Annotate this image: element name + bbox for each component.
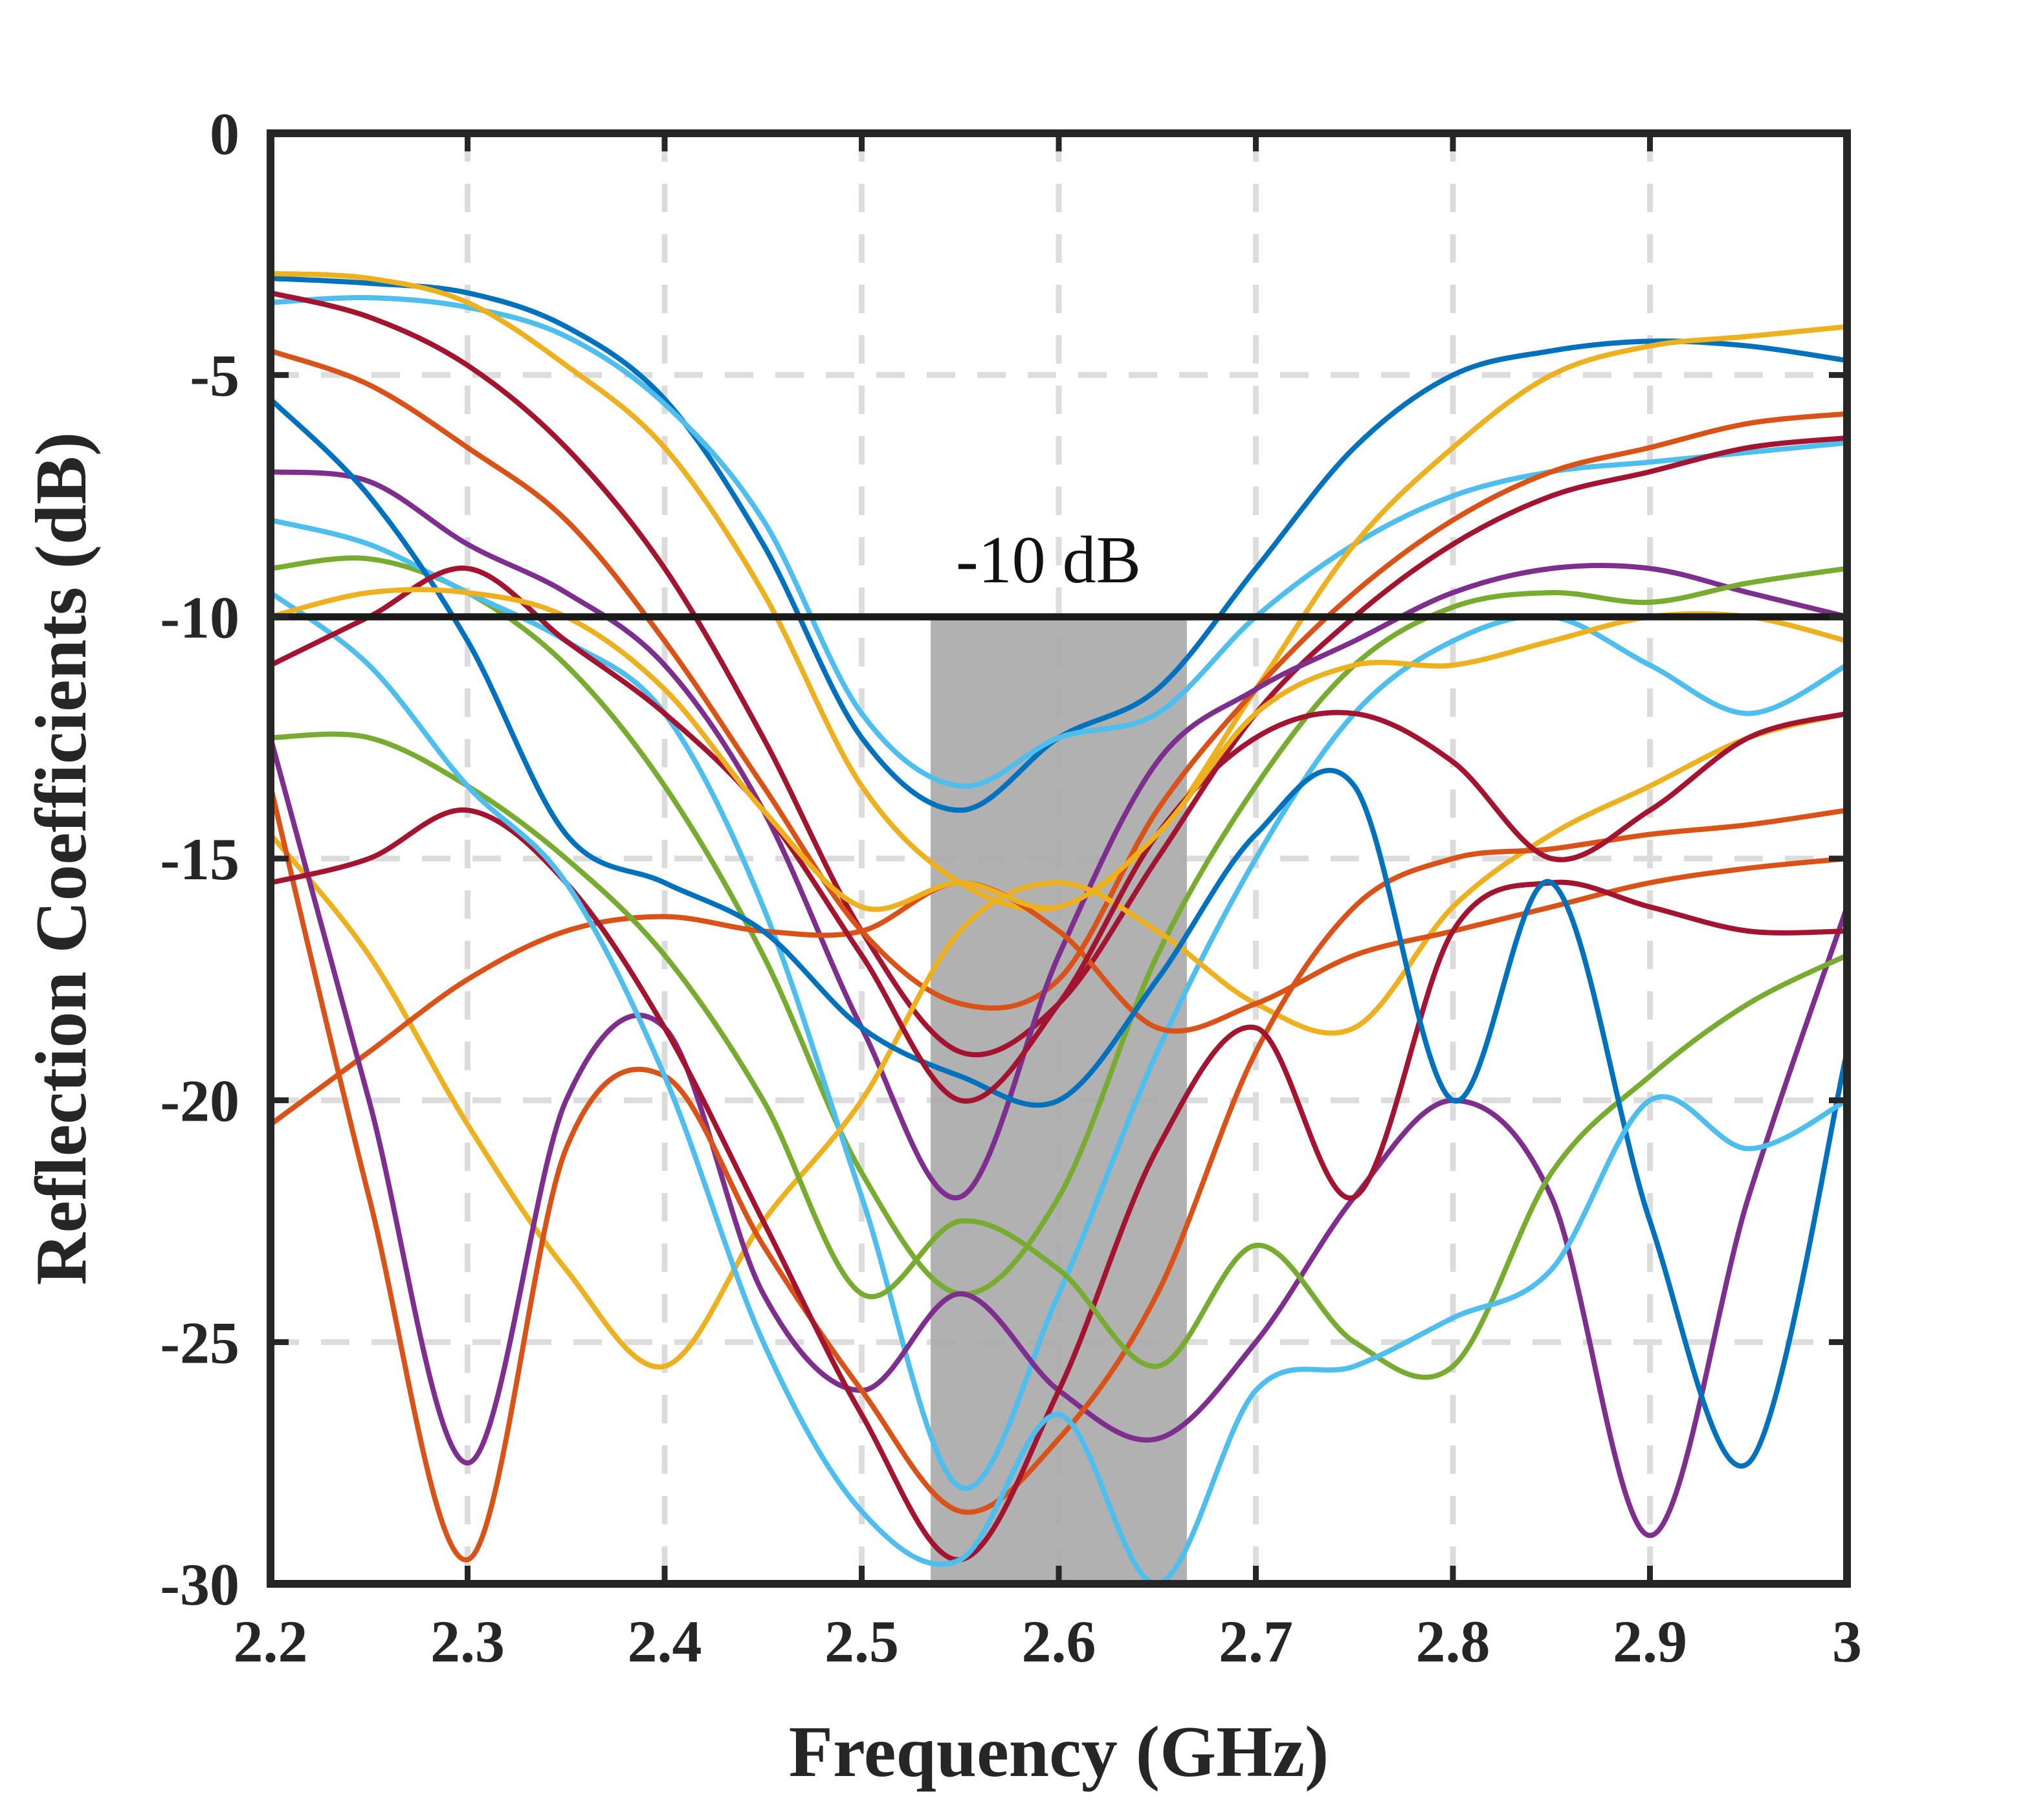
x-tick-label: 2.8 [1416,1608,1490,1674]
x-tick-label: 2.6 [1022,1608,1096,1674]
series-line [271,587,1847,912]
x-axis-title: Frequency (GHz) [789,1712,1329,1792]
y-tick-labels: 0 -5 -10 -15 -20 -25 -30 [160,101,239,1617]
series-line [271,348,1847,1011]
y-tick-label: -25 [160,1310,239,1376]
y-tick-label: -30 [160,1551,239,1617]
y-axis-title: Reflection Coefficients (dB) [21,432,102,1286]
series-line [271,555,1847,1297]
x-tick-label: 2.3 [430,1608,505,1674]
y-tick-label: -15 [160,826,239,892]
y-tick-label: -20 [160,1068,239,1134]
series-line [271,735,1847,1539]
series-line [271,397,1847,1469]
series-line [271,783,1847,1562]
series-line [271,731,1847,1380]
y-tick-label: -10 [160,584,239,650]
series-lines [271,270,1847,1584]
series-line [271,856,1847,1127]
threshold-label: -10 dB [956,523,1141,597]
x-tick-label: 3 [1832,1608,1862,1674]
series-line [271,565,1847,1104]
y-tick-label: -5 [190,343,239,409]
x-tick-label: 2.7 [1219,1608,1293,1674]
x-tick-labels: 2.2 2.3 2.4 2.5 2.6 2.7 2.8 2.9 3 [234,1608,1863,1674]
series-line [271,710,1847,1370]
x-tick-label: 2.2 [234,1608,308,1674]
axis-ticks [267,130,1850,1587]
series-line [271,590,1847,1584]
x-tick-label: 2.9 [1613,1608,1687,1674]
x-tick-label: 2.5 [824,1608,899,1674]
y-tick-label: 0 [210,101,239,167]
x-tick-label: 2.4 [628,1608,702,1674]
series-line [271,469,1847,1201]
series-line [271,276,1847,813]
